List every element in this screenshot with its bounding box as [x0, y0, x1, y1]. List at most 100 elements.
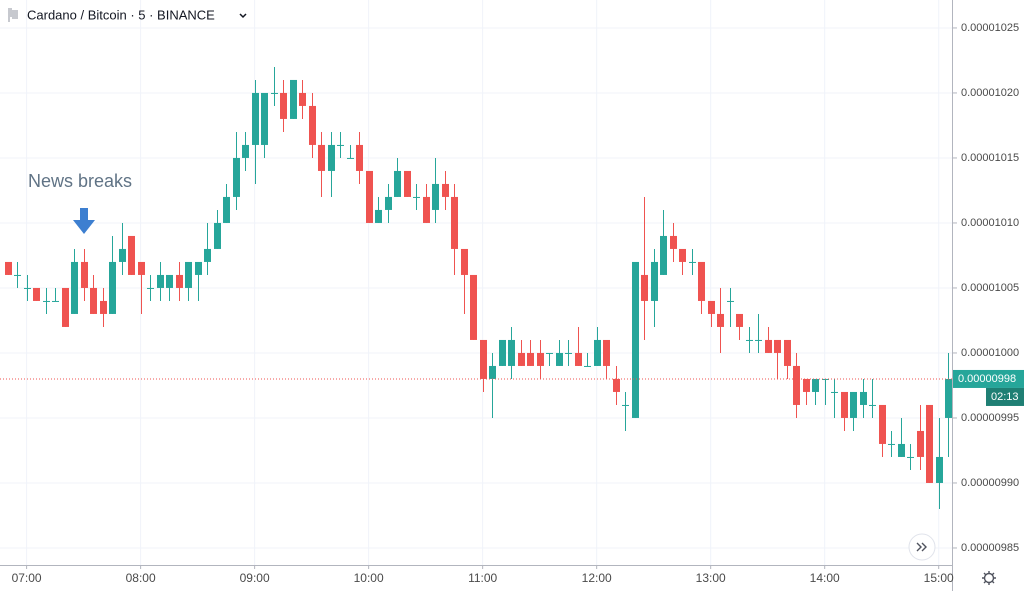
candle-body [100, 300, 107, 314]
annotation-arrow [73, 208, 95, 234]
candle-body [926, 404, 933, 483]
candle-body [280, 92, 287, 119]
y-tick-label: 0.00001000 [961, 347, 1019, 359]
candle-body [62, 287, 69, 327]
candle-body [138, 261, 145, 275]
candle-body [81, 261, 88, 288]
y-tick-label: 0.00001010 [961, 217, 1019, 229]
x-tick-label: 09:00 [240, 571, 270, 585]
last-price-label: 0.00000998 [958, 373, 1016, 385]
candle-body [33, 287, 40, 301]
candle-body [71, 261, 78, 314]
candle-body [803, 378, 810, 392]
candle-body [252, 92, 259, 145]
candle-body [603, 339, 610, 366]
y-tick-label: 0.00001025 [961, 22, 1019, 34]
candle-body [233, 157, 240, 197]
candle-body [470, 274, 477, 340]
candle-body [166, 274, 173, 288]
y-tick-label: 0.00001005 [961, 282, 1019, 294]
candle-body [451, 196, 458, 249]
x-tick-label: 14:00 [810, 571, 840, 585]
candle-body [480, 339, 487, 379]
candle-body [917, 430, 924, 457]
candle-body [594, 339, 601, 366]
candle-body [527, 352, 534, 366]
candle-body [727, 300, 734, 302]
candle-body [309, 105, 316, 145]
candle-body [290, 79, 297, 119]
candles [5, 66, 952, 509]
candle-body [432, 183, 439, 210]
candle-body [546, 352, 553, 354]
candle-body [831, 391, 838, 393]
gear-teeth [982, 571, 996, 585]
x-tick-label: 12:00 [582, 571, 612, 585]
y-tick-label: 0.00001020 [961, 87, 1019, 99]
candle-body [945, 378, 952, 418]
scroll-to-end-button[interactable] [908, 533, 936, 561]
candle-body [793, 365, 800, 405]
candle-body [5, 261, 12, 275]
x-tick-label: 13:00 [696, 571, 726, 585]
candle-body [670, 235, 677, 249]
candle-body [271, 92, 278, 94]
candle-body [632, 261, 639, 418]
candle-body [698, 261, 705, 301]
candle-body [736, 313, 743, 327]
candle-body [337, 144, 344, 146]
candle-body [109, 261, 116, 314]
candle-body [622, 404, 629, 406]
countdown-badge [986, 387, 1024, 406]
candle-body [442, 183, 449, 197]
candle-body [347, 157, 354, 159]
settings-button[interactable] [982, 571, 996, 585]
candle-body [423, 196, 430, 223]
candle-body [746, 339, 753, 341]
candle-body [195, 261, 202, 275]
scroll-icon [916, 542, 927, 552]
y-tick-label: 0.00000990 [961, 477, 1019, 489]
candle-body [679, 248, 686, 262]
candle-body [755, 339, 762, 341]
candle-body [318, 144, 325, 171]
dropdown-chevron[interactable] [239, 13, 247, 19]
candle-body [43, 300, 50, 302]
candle-body [898, 443, 905, 457]
x-tick-label: 15:00 [924, 571, 954, 585]
x-tick-label: 11:00 [468, 571, 497, 585]
candle-body [613, 378, 620, 392]
candle-body [575, 352, 582, 366]
candle-body [413, 196, 420, 198]
candle-body [489, 365, 496, 379]
chart-title[interactable]: Cardano / Bitcoin · 5 · BINANCE [27, 7, 215, 22]
candle-body [299, 92, 306, 106]
candle-body [774, 339, 781, 353]
candle-body [328, 144, 335, 171]
countdown-label: 02:13 [991, 391, 1019, 403]
candle-body [147, 287, 154, 289]
candle-body [185, 261, 192, 288]
candle-body [860, 391, 867, 405]
candle-body [404, 170, 411, 197]
candle-body [508, 339, 515, 366]
candle-body [689, 261, 696, 263]
candle-body [907, 456, 914, 458]
candle-body [157, 274, 164, 288]
candle-body [499, 339, 506, 366]
candle-body [214, 222, 221, 249]
candle-body [461, 248, 468, 275]
candle-body [717, 313, 724, 327]
candle-body [850, 391, 857, 418]
candle-body [584, 365, 591, 367]
y-tick-label: 0.00000995 [961, 412, 1019, 424]
candle-body [261, 92, 268, 145]
candle-body [52, 300, 59, 302]
candle-body [784, 339, 791, 366]
x-tick-label: 10:00 [354, 571, 384, 585]
candle-body [641, 274, 648, 301]
candle-body [660, 235, 667, 275]
candle-body [565, 352, 572, 354]
candle-body [888, 443, 895, 445]
